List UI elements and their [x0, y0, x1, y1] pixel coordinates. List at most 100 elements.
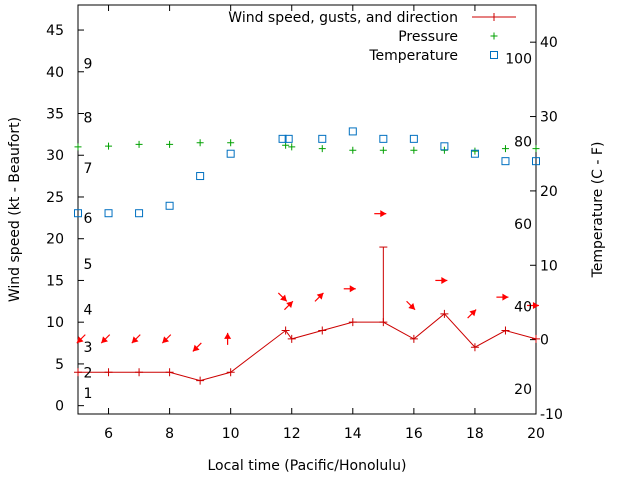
wind-direction-arrowhead [101, 336, 108, 344]
beaufort-label: 6 [84, 211, 93, 227]
wind-speed-point [318, 326, 327, 335]
temperature-point [74, 209, 82, 218]
wind-speed-point [532, 334, 540, 343]
temperature-point [284, 134, 293, 143]
legend-swatch-marker [490, 51, 498, 59]
y-left-tick-label: 45 [46, 23, 64, 39]
legend-label: Pressure [398, 29, 458, 45]
pressure-point [532, 145, 540, 153]
legend-swatch-marker [490, 32, 498, 40]
wind-speed-point [226, 368, 235, 377]
legend-swatch-marker [490, 13, 498, 21]
x-tick-label: 18 [466, 426, 484, 442]
y-left-tick-label: 0 [55, 399, 64, 415]
y-left-tick-label: 40 [46, 65, 64, 81]
legend-label: Temperature [368, 48, 458, 64]
wind-direction-arrowhead [380, 210, 387, 218]
x-tick-label: 14 [344, 426, 362, 442]
temperature-point [196, 172, 205, 181]
pressure-point [105, 142, 113, 150]
beaufort-label: 4 [84, 303, 93, 319]
wind-direction-arrowhead [280, 294, 287, 302]
wind-direction-arrowhead [408, 303, 416, 310]
pressure-point [288, 143, 296, 151]
fahrenheit-label: 40 [514, 300, 532, 316]
pressure-point [74, 143, 82, 151]
temperature-point [409, 134, 418, 143]
temperature-point [278, 134, 287, 143]
y-right-tick-label: 0 [540, 333, 549, 349]
wind-speed-point [440, 309, 449, 318]
wind-direction-arrowhead [349, 285, 356, 293]
pressure-point [410, 146, 418, 154]
temperature-point [135, 209, 144, 218]
wind-speed-point [135, 368, 144, 377]
beaufort-label: 9 [84, 56, 93, 72]
wind-direction-arrowhead [192, 344, 200, 352]
wind-speed-point [409, 334, 418, 343]
wind-speed-point [165, 368, 174, 377]
beaufort-label: 7 [84, 161, 93, 177]
y-left-tick-label: 20 [46, 232, 64, 248]
pressure-point [282, 141, 290, 149]
wind-speed-point [287, 334, 296, 343]
wind-direction-arrowhead [76, 336, 84, 344]
wind-speed-point [281, 326, 290, 335]
pressure-point [166, 140, 174, 148]
temperature-point [104, 209, 113, 218]
x-tick-label: 8 [165, 426, 174, 442]
pressure-point [135, 140, 143, 148]
temperature-point [532, 157, 540, 166]
fahrenheit-label: 20 [514, 382, 532, 398]
wind-direction-arrowhead [441, 276, 448, 284]
wind-speed-point [196, 376, 205, 385]
temperature-point [226, 149, 235, 158]
y-right-tick-label: 30 [540, 110, 558, 126]
pressure-point [227, 139, 235, 147]
y-left-tick-label: 30 [46, 148, 64, 164]
temperature-point [348, 127, 357, 136]
y-axis-title-left: Wind speed (kt - Beaufort) [7, 117, 23, 302]
pressure-point [471, 147, 479, 155]
wind-direction-arrowhead [469, 309, 477, 317]
beaufort-label: 5 [84, 257, 93, 273]
x-axis-title: Local time (Pacific/Honolulu) [207, 458, 406, 474]
y-axis-title-right: Temperature (C - F) [590, 142, 606, 279]
legend-label: Wind speed, gusts, and direction [228, 10, 458, 26]
y-left-tick-label: 35 [46, 107, 64, 123]
beaufort-label: 1 [84, 386, 93, 402]
beaufort-label: 2 [84, 365, 93, 381]
y-left-tick-label: 10 [46, 315, 64, 331]
beaufort-label: 3 [84, 340, 93, 356]
fahrenheit-label: 100 [505, 52, 532, 68]
x-tick-label: 10 [222, 426, 240, 442]
pressure-point [379, 146, 387, 154]
temperature-point [379, 134, 388, 143]
y-right-tick-label: 20 [540, 184, 558, 200]
x-tick-label: 16 [405, 426, 423, 442]
temperature-point [165, 201, 174, 210]
wind-speed-line [78, 313, 537, 382]
pressure-point [196, 139, 204, 147]
wind-speed-point [501, 326, 510, 335]
wind-speed-point [348, 318, 357, 327]
x-tick-label: 12 [283, 426, 301, 442]
pressure-point [349, 146, 357, 154]
wind-speed-point [470, 343, 479, 352]
pressure-point [318, 145, 326, 153]
wind-direction-arrowhead [131, 336, 139, 344]
y-right-tick-label: 10 [540, 258, 558, 274]
wind-direction-arrowhead [286, 301, 293, 308]
y-left-tick-label: 25 [46, 190, 64, 206]
x-tick-label: 20 [527, 426, 545, 442]
wind-speed-point [104, 368, 113, 377]
temperature-point [318, 134, 327, 143]
temperature-point [470, 149, 479, 158]
wind-direction-arrowhead [532, 301, 539, 309]
temperature-point [501, 157, 510, 166]
wind-direction-arrowhead [162, 336, 170, 344]
y-left-tick-label: 5 [55, 357, 64, 373]
pressure-point [501, 145, 509, 153]
wind-direction-arrowhead [316, 292, 324, 300]
